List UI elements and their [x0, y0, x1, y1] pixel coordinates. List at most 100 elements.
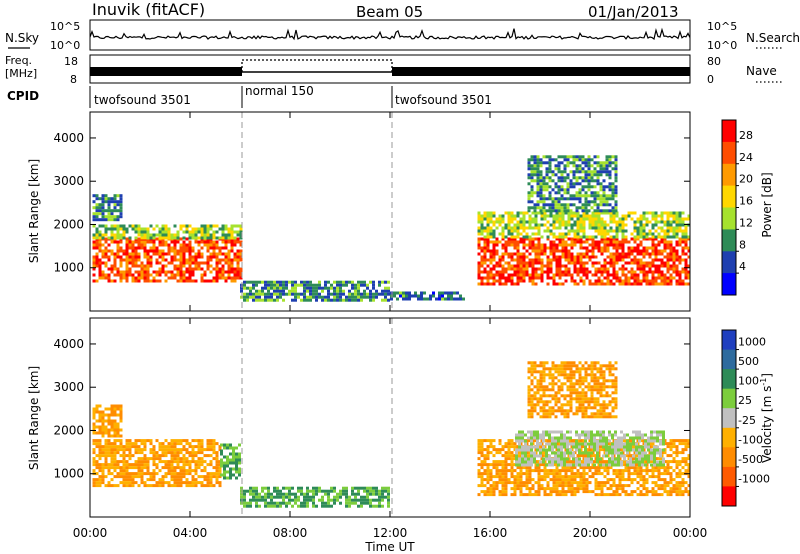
heatmap-cell-r0: [209, 481, 213, 485]
freq-label-2: [MHz]: [5, 67, 37, 80]
heatmap-cell-r0: [170, 469, 174, 473]
heatmap-cell-r0: [146, 258, 150, 262]
heatmap-cell-r2: [95, 410, 99, 414]
heatmap-cell-r0: [182, 475, 186, 479]
heatmap-cell-r5: [504, 270, 508, 274]
heatmap-cell-r3: [276, 289, 279, 293]
heatmap-cell-r5: [657, 252, 661, 256]
heatmap-cell-r4: [666, 490, 670, 494]
heatmap-cell-r0: [116, 267, 120, 271]
heatmap-cell-r4: [558, 493, 562, 497]
heatmap-cell-r1: [116, 227, 120, 231]
heatmap-cell-r0: [101, 472, 105, 476]
heatmap-cell-r1: [128, 224, 132, 228]
heatmap-cell-r0: [185, 448, 189, 452]
heatmap-cell-r5: [666, 261, 670, 265]
heatmap-cell-r6: [687, 223, 691, 227]
heatmap-cell-r6: [540, 217, 544, 221]
heatmap-cell-r0: [194, 445, 198, 449]
heatmap-cell-r3: [261, 495, 264, 499]
heatmap-cell-r5: [611, 445, 614, 449]
heatmap-cell-r7: [581, 209, 585, 213]
heatmap-cell-r4: [477, 469, 481, 473]
heatmap-cell-r0: [152, 246, 156, 250]
heatmap-cell-r3: [357, 504, 360, 508]
heatmap-cell-r3: [387, 486, 390, 490]
heatmap-cell-r2: [119, 404, 123, 408]
nsky-label: N.Sky: [5, 31, 39, 45]
heatmap-cell-r3: [372, 295, 375, 299]
heatmap-cell-r5: [537, 246, 541, 250]
heatmap-cell-r6: [582, 217, 586, 221]
heatmap-cell-r2: [116, 218, 120, 222]
heatmap-cell-r1: [229, 467, 232, 471]
heatmap-cell-r3: [273, 298, 276, 302]
heatmap-cell-r2: [92, 410, 96, 414]
heatmap-cell-r3: [267, 298, 270, 302]
heatmap-cell-r5: [519, 276, 523, 280]
heatmap-cell-r4: [525, 466, 529, 470]
heatmap-cell-r2: [98, 209, 102, 213]
heatmap-cell-r6: [570, 229, 574, 233]
heatmap-cell-r5: [570, 243, 574, 247]
heatmap-cell-r5: [587, 433, 590, 437]
heatmap-cell-r0: [176, 252, 180, 256]
heatmap-cell-r5: [687, 255, 691, 259]
heatmap-cell-r7: [569, 179, 573, 183]
heatmap-cell-r4: [525, 472, 529, 476]
heatmap-cell-r5: [510, 243, 514, 247]
heatmap-cell-r6: [549, 214, 553, 218]
heatmap-cell-r7: [557, 185, 561, 189]
heatmap-cell-r5: [593, 445, 596, 449]
heatmap-cell-r3: [282, 292, 285, 296]
heatmap-cell-r5: [554, 442, 557, 446]
heatmap-cell-r5: [611, 436, 614, 440]
heatmap-cell-r6: [684, 223, 688, 227]
heatmap-cell-r5: [534, 282, 538, 286]
heatmap-cell-r6: [501, 217, 505, 221]
heatmap-cell-r5: [578, 448, 581, 452]
heatmap-cell-r3: [357, 298, 360, 302]
heatmap-cell-r3: [303, 495, 306, 499]
heatmap-cell-r3: [303, 295, 306, 299]
heatmap-cell-r4: [456, 291, 459, 295]
heatmap-cell-r6: [666, 223, 670, 227]
heatmap-cell-r0: [182, 457, 186, 461]
heatmap-cell-r4: [555, 478, 559, 482]
heatmap-cell-r7: [536, 167, 540, 171]
heatmap-cell-r6: [615, 211, 619, 215]
heatmap-cell-r0: [119, 276, 123, 280]
heatmap-cell-r3: [384, 486, 387, 490]
heatmap-cell-r1: [170, 236, 174, 240]
heatmap-cell-r0: [191, 255, 195, 259]
heatmap-cell-r6: [621, 232, 625, 236]
heatmap-cell-r3: [327, 504, 330, 508]
heatmap-cell-r0: [191, 270, 195, 274]
heatmap-cell-r5: [609, 255, 613, 259]
heatmap-cell-r6: [489, 226, 493, 230]
heatmap-cell-r6: [642, 217, 646, 221]
heatmap-cell-r7: [551, 209, 555, 213]
heatmap-cell-r6: [621, 226, 625, 230]
heatmap-cell-r5: [606, 282, 610, 286]
heatmap-cell-r1: [235, 464, 238, 468]
heatmap-cell-r2: [92, 212, 96, 216]
heatmap-cell-r6: [600, 232, 604, 236]
heatmap-cell-r3: [321, 289, 324, 293]
heatmap-cell-r5: [528, 279, 532, 283]
heatmap-cell-r1: [179, 224, 183, 228]
heatmap-cell-r6: [600, 226, 604, 230]
heatmap-cell-r3: [369, 289, 372, 293]
heatmap-cell-r5: [530, 436, 533, 440]
heatmap-cell-r3: [375, 504, 378, 508]
heatmap-cell-r3: [297, 295, 300, 299]
heatmap-cell-r2: [101, 434, 105, 438]
heatmap-cell-r5: [579, 261, 583, 265]
heatmap-cell-r5: [534, 261, 538, 265]
heatmap-cell-r3: [288, 280, 291, 284]
heatmap-cell-r6: [480, 217, 484, 221]
heatmap-cell-r6: [543, 229, 547, 233]
heatmap-cell-r4: [636, 487, 640, 491]
heatmap-cell-r3: [354, 492, 357, 496]
